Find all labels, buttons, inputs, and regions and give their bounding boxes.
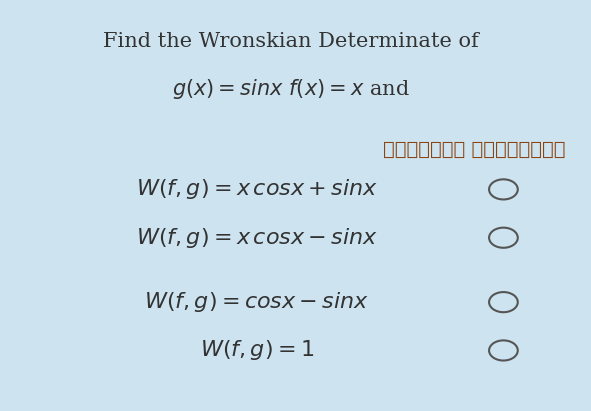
Text: Find the Wronskian Determinate of: Find the Wronskian Determinate of [103,32,479,51]
Text: $W(f,g) = x\,cosx - sinx$: $W(f,g) = x\,cosx - sinx$ [136,226,378,250]
Text: $W(f,g) = 1$: $W(f,g) = 1$ [200,339,314,363]
Text: اخترأحد الخيارات: اخترأحد الخيارات [384,141,566,159]
Text: $g(x) = sinx\ f(x) = x$ and: $g(x) = sinx\ f(x) = x$ and [172,76,410,101]
Text: $W(f,g) = x\,cosx + sinx$: $W(f,g) = x\,cosx + sinx$ [136,178,378,201]
Text: $W(f,g) = cosx - sinx$: $W(f,g) = cosx - sinx$ [144,290,369,314]
